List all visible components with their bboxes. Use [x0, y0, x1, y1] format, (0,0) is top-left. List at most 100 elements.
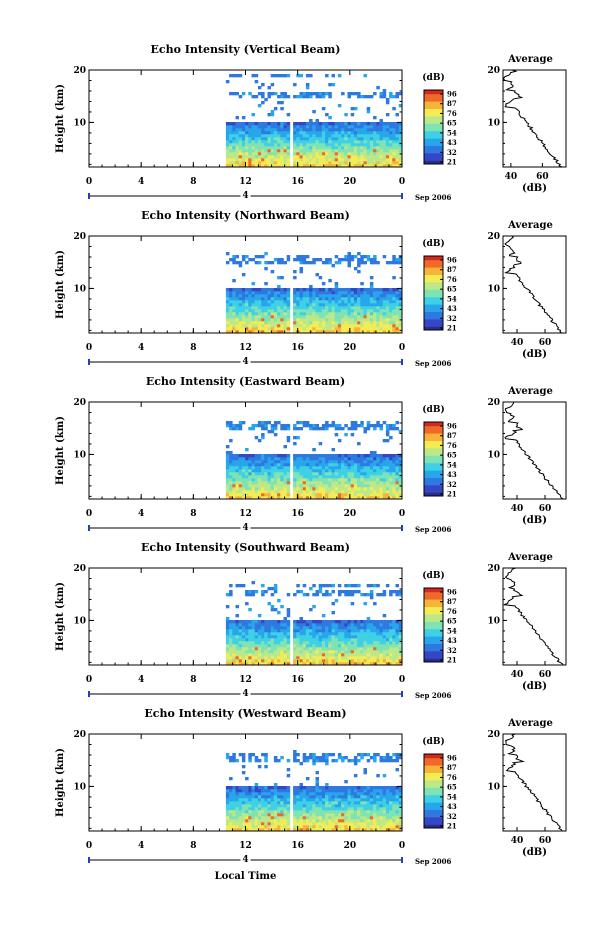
heatmap-cell	[270, 478, 275, 482]
heatmap-cell	[251, 581, 255, 585]
heatmap-cell	[389, 460, 393, 464]
heatmap-cell	[241, 466, 246, 470]
heatmap-cell	[341, 303, 345, 307]
heatmap-cell	[261, 650, 265, 654]
heatmap-cell	[235, 327, 239, 331]
heatmap-cell	[373, 620, 377, 624]
heatmap-cell	[273, 107, 278, 111]
heatmap-cell	[334, 463, 339, 467]
heatmap-cell	[353, 641, 358, 645]
heatmap-cell	[366, 617, 371, 621]
heatmap-cell	[344, 318, 348, 322]
heatmap-cell	[318, 258, 323, 262]
heatmap-cell	[347, 140, 351, 144]
colorbar-swatch	[424, 618, 443, 621]
heatmap-cell	[395, 113, 399, 117]
heatmap-cell	[318, 469, 323, 473]
heatmap-cell	[293, 143, 297, 147]
heatmap-cell	[257, 92, 262, 96]
heatmap-cell	[357, 324, 361, 328]
heatmap-cell	[302, 753, 307, 757]
heatmap-cell	[363, 255, 367, 259]
heatmap-cell	[261, 475, 265, 479]
heatmap-cell	[398, 92, 403, 96]
heatmap-cell	[245, 662, 249, 666]
heatmap-cell	[341, 140, 345, 144]
heatmap-cell	[273, 786, 278, 790]
heatmap-cell	[254, 466, 259, 470]
heatmap-cell	[347, 620, 351, 624]
heatmap-cell	[264, 330, 268, 334]
heatmap-cell	[347, 644, 351, 648]
heatmap-cell	[248, 472, 252, 476]
heatmap-cell	[299, 149, 303, 153]
heatmap-cell	[363, 303, 367, 307]
heatmap-cell	[353, 421, 358, 425]
heatmap-cell	[341, 291, 345, 295]
heatmap-cell	[321, 303, 326, 307]
heatmap-cell	[232, 753, 236, 757]
heatmap-cell	[232, 493, 236, 497]
heatmap-cell	[299, 143, 303, 147]
heatmap-cell	[305, 626, 310, 630]
heatmap-cell	[283, 472, 287, 476]
heatmap-cell	[318, 496, 323, 500]
heatmap-cell	[296, 490, 300, 494]
heatmap-cell	[347, 95, 351, 99]
heatmap-cell	[334, 647, 339, 651]
heatmap-cell	[325, 487, 329, 491]
heatmap-cell	[238, 463, 243, 467]
heatmap-cell	[360, 653, 364, 657]
heatmap-cell	[264, 312, 268, 316]
heatmap-cell	[293, 306, 297, 310]
heatmap-cell	[286, 653, 291, 657]
heatmap-cell	[267, 475, 271, 479]
heatmap-cell	[328, 460, 332, 464]
heatmap-cell	[277, 798, 281, 802]
y-axis-label: Height (km)	[55, 84, 66, 153]
heatmap-cell	[328, 659, 332, 663]
heatmap-cell	[315, 327, 319, 331]
heatmap-cell	[373, 635, 377, 639]
heatmap-cell	[321, 306, 326, 310]
heatmap-cell	[337, 309, 342, 313]
colorbar-swatch	[424, 315, 443, 317]
y-tick-label: 10	[73, 616, 86, 626]
heatmap-cell	[264, 759, 268, 763]
heatmap-cell	[235, 484, 239, 488]
heatmap-cell	[299, 807, 303, 811]
heatmap-cell	[389, 469, 393, 473]
heatmap-cell	[318, 276, 323, 280]
heatmap-cell	[305, 789, 310, 793]
heatmap-cell	[235, 324, 239, 328]
heatmap-cell	[331, 611, 335, 615]
heatmap-cell	[241, 258, 246, 262]
heatmap-cell	[229, 496, 233, 500]
colorbar-swatch	[424, 108, 443, 111]
heatmap-cell	[261, 478, 265, 482]
heatmap-cell	[232, 146, 236, 150]
colorbar-swatch	[424, 94, 443, 97]
heatmap-cell	[254, 756, 259, 760]
heatmap-cell	[293, 659, 297, 663]
heatmap-cell	[334, 629, 339, 633]
heatmap-cell	[385, 644, 390, 648]
heatmap-cell	[280, 493, 284, 497]
heatmap-cell	[353, 484, 358, 488]
heatmap-cell	[305, 490, 310, 494]
heatmap-cell	[389, 297, 393, 301]
heatmap-cell	[350, 255, 355, 259]
heatmap-cell	[245, 315, 249, 319]
heatmap-cell	[270, 424, 275, 428]
heatmap-cell	[241, 653, 246, 657]
heatmap-cell	[392, 125, 396, 129]
date-label: Sep 2006	[415, 359, 451, 368]
heatmap-cell	[366, 158, 371, 162]
heatmap-cell	[245, 626, 249, 630]
heatmap-cell	[360, 487, 364, 491]
heatmap-cell	[392, 484, 396, 488]
heatmap-cell	[251, 146, 255, 150]
heatmap-cell	[296, 300, 300, 304]
heatmap-cell	[225, 490, 230, 494]
colorbar-swatch	[424, 145, 443, 148]
